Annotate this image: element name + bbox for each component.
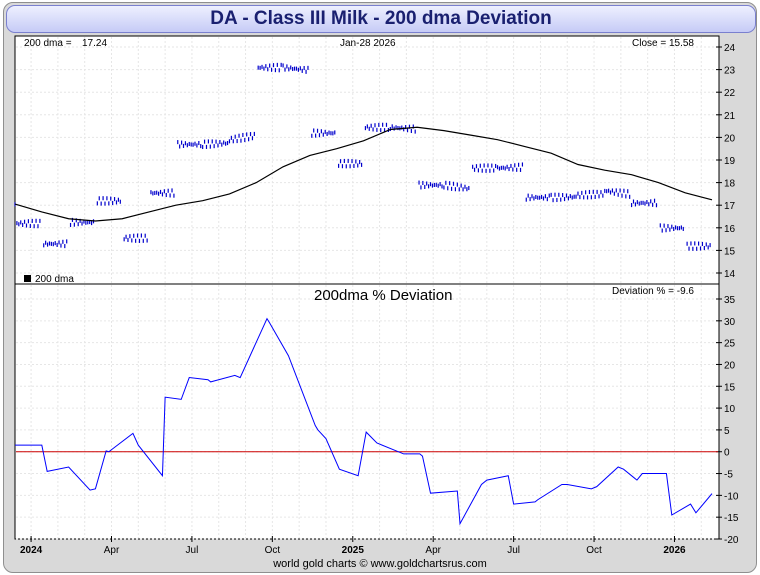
deviation-line [15,317,713,526]
x-tick-label: Jul [186,545,199,556]
price-y-tick-label: 23 [724,66,736,77]
deviation-y-tick-label: 15 [724,382,736,393]
price-y-tick-label: 22 [724,88,736,99]
close-value: Close = 15.58 [632,38,694,49]
grid-lines [16,37,722,542]
x-tick-label: Oct [586,545,602,556]
deviation-value: Deviation % = -9.6 [612,286,694,297]
chart-labels: 14 15 16 17 18 19 20 21 22 23 24 -20 -15 -10 -5 0 5 10 15 2… [20,43,739,556]
chart-title: DA - Class III Milk - 200 dma Deviation [210,8,552,29]
x-tick-label: 2024 [20,545,43,556]
deviation-y-tick-label: 0 [724,448,730,459]
x-tick-label: Apr [104,545,120,556]
x-tick-label: Apr [425,545,441,556]
price-y-tick-label: 18 [724,179,736,190]
price-y-tick-label: 24 [724,43,736,54]
deviation-y-tick-label: -10 [724,491,739,502]
deviation-y-tick-label: -5 [724,470,733,481]
deviation-y-tick-label: 35 [724,295,736,306]
x-tick-label: Jul [507,545,520,556]
dma-header-label: 200 dma = [24,38,72,49]
legend-label: 200 dma [35,274,74,285]
price-y-tick-label: 20 [724,133,736,144]
title-bar: DA - Class III Milk - 200 dma Deviation [6,5,756,33]
dma-header-value: 17.24 [82,38,107,49]
deviation-y-tick-label: 30 [724,317,736,328]
deviation-y-tick-label: -20 [724,535,739,546]
price-y-tick-label: 14 [724,269,736,280]
chart-marks [14,62,718,526]
x-tick-label: 2025 [342,545,365,556]
chart-date: Jan-28 2026 [340,38,396,49]
deviation-y-tick-label: 10 [724,404,736,415]
legend-swatch [24,275,31,282]
credit-text: world gold charts © www.goldchartsrus.co… [273,558,487,570]
x-tick-label: 2026 [663,545,686,556]
dma-line [14,126,713,222]
deviation-panel-title: 200dma % Deviation [314,287,452,304]
price-y-tick-label: 21 [724,111,736,122]
price-y-tick-label: 16 [724,224,736,235]
deviation-y-tick-label: 20 [724,360,736,371]
deviation-y-tick-label: -15 [724,513,739,524]
deviation-y-tick-label: 25 [724,339,736,350]
price-y-tick-label: 15 [724,246,736,257]
price-y-tick-label: 17 [724,201,736,212]
price-y-tick-label: 19 [724,156,736,167]
x-tick-label: Oct [265,545,281,556]
deviation-panel [14,283,720,540]
deviation-y-tick-label: 5 [724,426,730,437]
